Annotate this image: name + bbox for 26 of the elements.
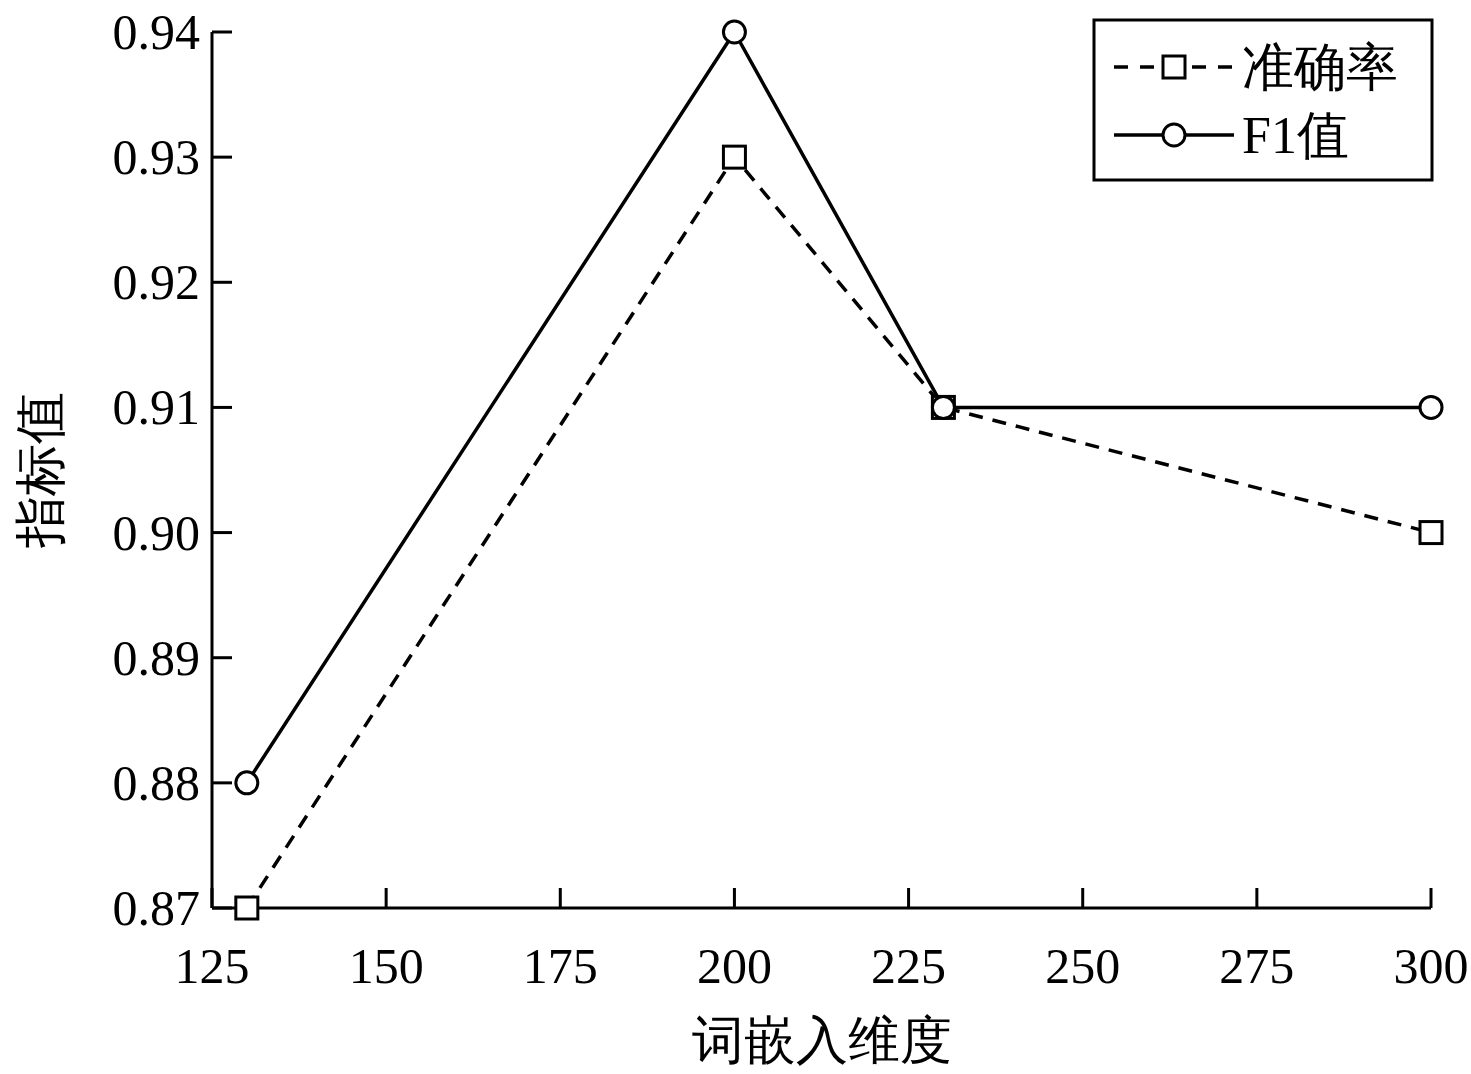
x-tick-label: 175: [522, 938, 598, 994]
point: [721, 144, 747, 170]
legend-label: F1值: [1242, 107, 1349, 164]
y-tick-label: 0.91: [112, 379, 200, 436]
y-tick-label: 0.92: [112, 254, 200, 311]
point: [234, 770, 260, 796]
x-tick-label: 250: [1045, 938, 1121, 994]
legend-label: 准确率: [1242, 39, 1398, 96]
point: [721, 19, 747, 45]
x-tick-label: 300: [1393, 938, 1469, 994]
y-tick-label: 0.88: [112, 754, 200, 811]
x-tick-label: 150: [348, 938, 424, 994]
point: [234, 895, 260, 921]
y-tick-label: 0.94: [112, 4, 200, 60]
x-tick-label: 225: [871, 938, 947, 994]
y-tick-label: 0.90: [112, 504, 200, 561]
point: [1418, 520, 1444, 546]
y-tick-label: 0.93: [112, 129, 200, 186]
y-axis-title: 指标值: [12, 392, 69, 549]
point: [1418, 394, 1444, 420]
x-tick-label: 125: [174, 938, 250, 994]
x-tick-label: 275: [1219, 938, 1295, 994]
y-tick-label: 0.89: [112, 629, 200, 686]
y-tick-label: 0.87: [112, 880, 200, 936]
x-tick-label: 200: [696, 938, 772, 994]
x-axis-title: 词嵌入维度: [691, 1012, 952, 1069]
